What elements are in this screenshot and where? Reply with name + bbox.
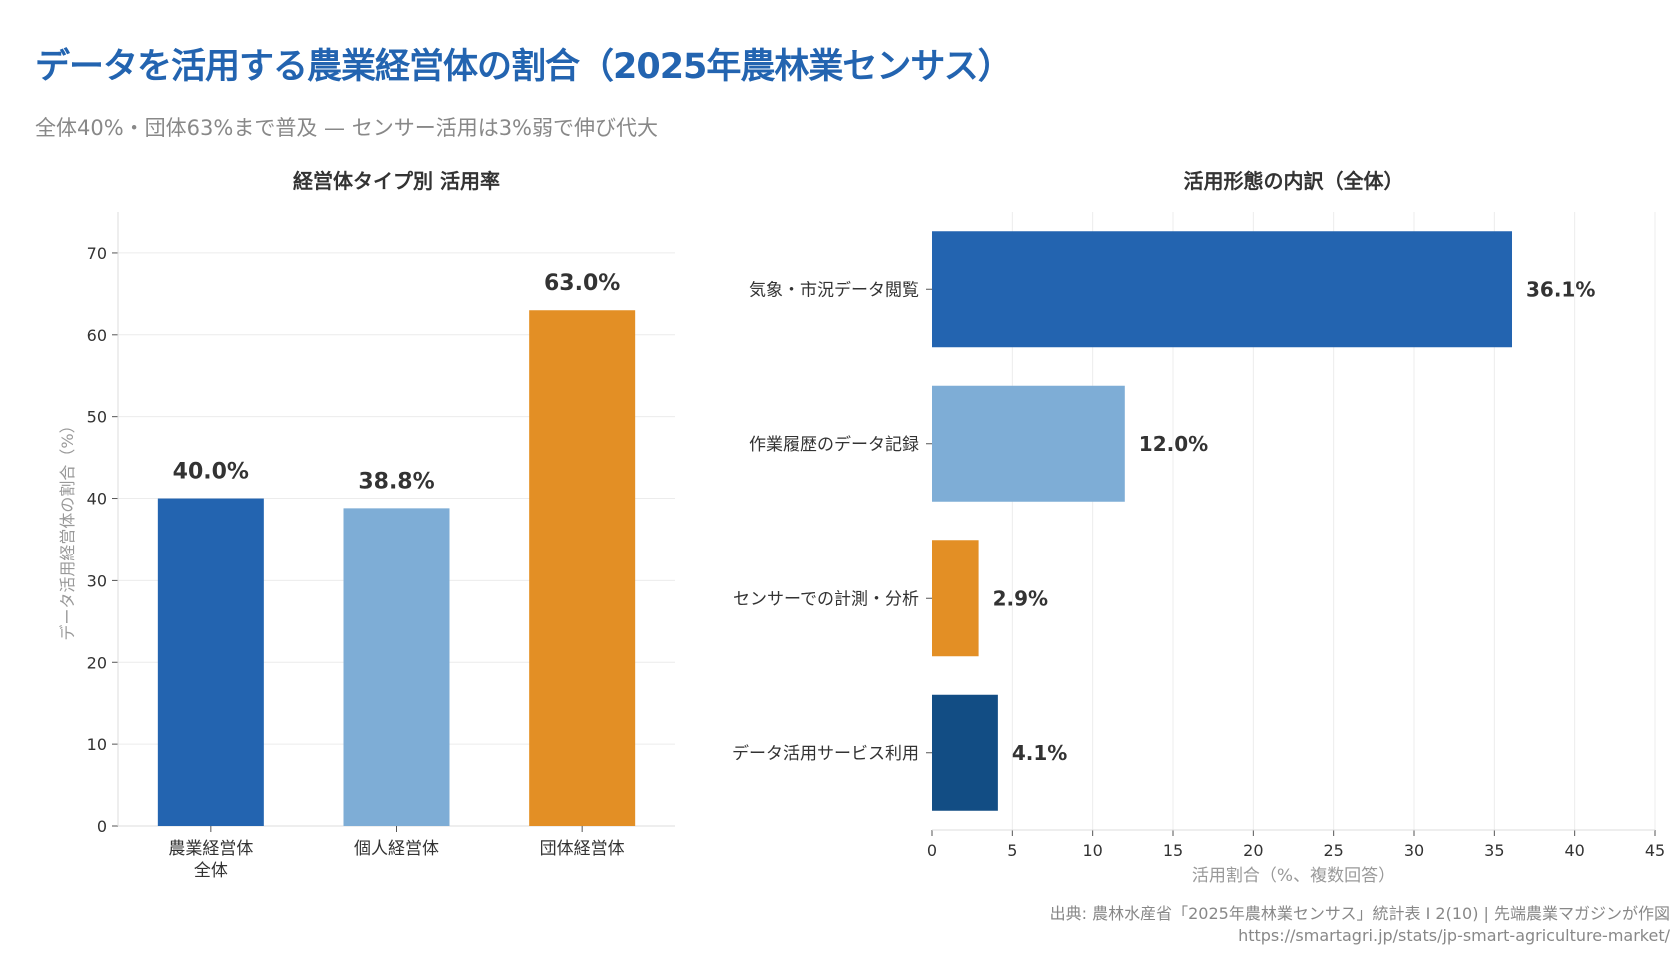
x-tick-label: 25: [1323, 841, 1343, 860]
x-axis-label: 活用割合（%、複数回答）: [1192, 866, 1395, 886]
y-tick-label: 0: [97, 817, 107, 836]
x-tick-label: 全体: [194, 861, 228, 881]
bar: [932, 540, 979, 657]
y-tick-label: 10: [87, 735, 107, 754]
right-chart-title: 活用形態の内訳（全体）: [1184, 169, 1404, 193]
y-tick-label: 気象・市況データ閲覧: [749, 279, 919, 300]
bar: [343, 508, 450, 826]
x-tick-label: 個人経営体: [354, 839, 439, 859]
source-note: 出典: 農林水産省「2025年農林業センサス」統計表 I 2(10) | 先端農…: [1049, 904, 1670, 923]
page-subtitle: 全体40%・団体63%まで普及 — センサー活用は3%弱で伸び代大: [35, 116, 659, 140]
source-url[interactable]: https://smartagri.jp/stats/jp-smart-agri…: [1238, 926, 1670, 945]
y-tick-label: 70: [87, 244, 107, 263]
bar: [529, 310, 636, 826]
x-tick-label: 35: [1484, 841, 1504, 860]
data-label: 2.9%: [993, 586, 1048, 610]
y-axis-label: データ活用経営体の割合（%）: [58, 417, 77, 640]
bar: [932, 231, 1513, 348]
data-label: 38.8%: [358, 469, 434, 494]
x-tick-label: 30: [1404, 841, 1424, 860]
y-tick-label: 60: [87, 326, 107, 345]
page-title: データを活用する農業経営体の割合（2025年農林業センサス）: [35, 47, 1013, 87]
bar: [157, 498, 264, 826]
y-tick-label: 50: [87, 408, 107, 427]
x-tick-label: 40: [1564, 841, 1584, 860]
bar: [932, 694, 998, 811]
y-tick-label: 40: [87, 490, 107, 509]
x-tick-label: 農業経営体: [168, 839, 253, 859]
y-tick-label: 作業履歴のデータ記録: [749, 434, 919, 455]
x-tick-label: 10: [1082, 841, 1102, 860]
x-tick-label: 45: [1645, 841, 1665, 860]
x-tick-label: 20: [1243, 841, 1263, 860]
data-label: 63.0%: [544, 271, 620, 296]
left-chart-title: 経営体タイプ別 活用率: [293, 169, 500, 193]
data-label: 40.0%: [173, 460, 249, 485]
data-label: 12.0%: [1139, 432, 1208, 456]
bar: [932, 385, 1125, 502]
y-tick-label: 30: [87, 571, 107, 590]
x-tick-label: 5: [1007, 841, 1017, 860]
y-tick-label: 20: [87, 653, 107, 672]
data-label: 4.1%: [1012, 741, 1067, 765]
y-tick-label: データ活用サービス利用: [732, 743, 919, 764]
x-tick-label: 0: [927, 841, 937, 860]
x-tick-label: 団体経営体: [540, 839, 625, 859]
x-tick-label: 15: [1163, 841, 1183, 860]
data-label: 36.1%: [1526, 277, 1595, 301]
y-tick-label: センサーでの計測・分析: [733, 589, 919, 609]
